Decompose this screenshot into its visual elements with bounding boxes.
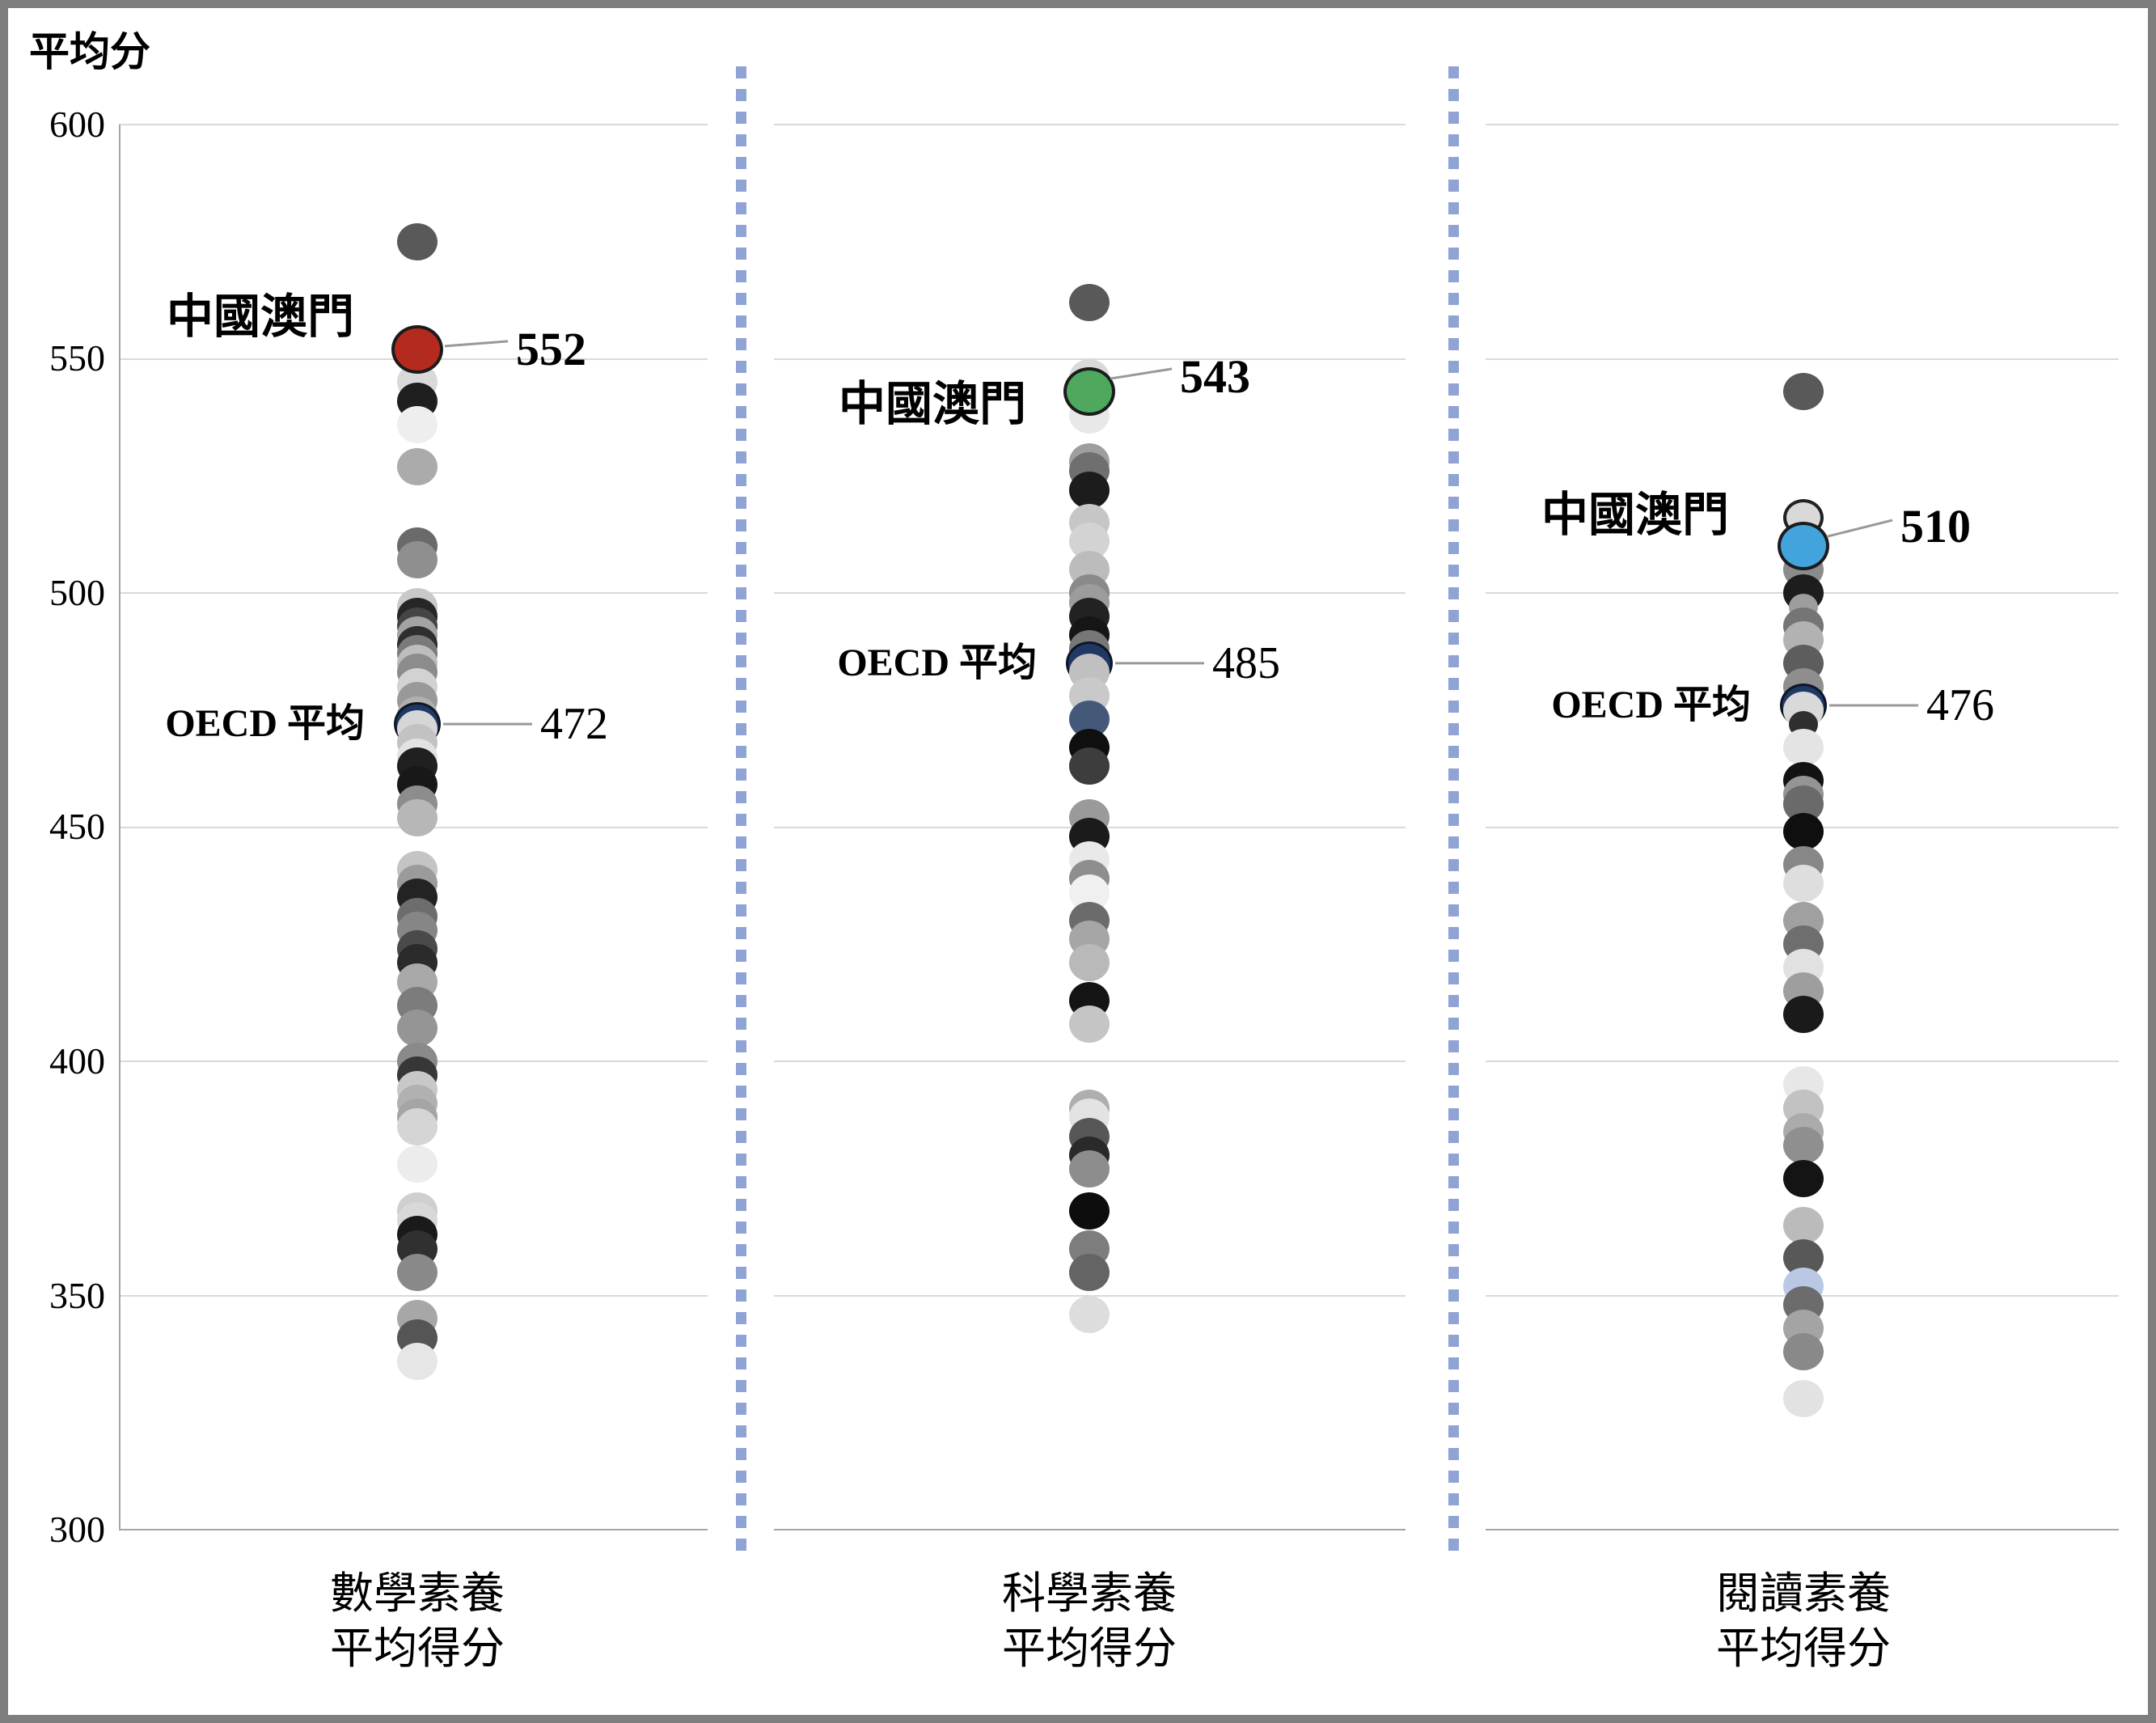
leader-line xyxy=(1827,519,1893,538)
category-science-line2: 平均得分 xyxy=(1002,1624,1177,1673)
oecd-value: 476 xyxy=(1926,679,1994,730)
macau-label: 中國澳門 xyxy=(838,378,1026,431)
macau-value: 510 xyxy=(1900,500,1971,553)
y-tick-400: 400 xyxy=(49,1040,105,1082)
country-dot xyxy=(1069,747,1110,785)
oecd-label: OECD 平均 xyxy=(837,641,1037,684)
country-dot xyxy=(397,798,438,836)
y-axis-title: 平均分 xyxy=(29,29,150,74)
country-dot xyxy=(1783,1127,1824,1165)
macau-value: 552 xyxy=(516,322,586,375)
oecd-value: 485 xyxy=(1212,637,1280,688)
category-math-line2: 平均得分 xyxy=(330,1624,505,1673)
category-math-line1: 數學素養 xyxy=(330,1569,505,1618)
y-axis-line xyxy=(119,125,120,1530)
country-dot xyxy=(1069,1150,1110,1188)
gridline-350 xyxy=(774,1294,1406,1297)
country-dot xyxy=(397,405,438,443)
country-dot xyxy=(1783,373,1824,411)
country-dot xyxy=(397,1342,438,1380)
gridline-300 xyxy=(774,1529,1406,1530)
macau-label: 中國澳門 xyxy=(1541,489,1729,542)
country-dot xyxy=(1783,996,1824,1034)
macau-dot xyxy=(1778,522,1829,571)
leader-line xyxy=(1110,367,1173,380)
macau-dot xyxy=(1063,367,1115,417)
category-science-line1: 科學素養 xyxy=(1002,1569,1177,1618)
country-dot xyxy=(1069,1253,1110,1291)
country-dot xyxy=(397,222,438,260)
gridline-400 xyxy=(774,1060,1406,1062)
country-dot xyxy=(397,1108,438,1146)
category-reading-line2: 平均得分 xyxy=(1716,1624,1891,1673)
panel-separator-2 xyxy=(1448,66,1459,1553)
gridline-300 xyxy=(1486,1529,2119,1530)
country-dot xyxy=(1069,1192,1110,1230)
gridline-550 xyxy=(1486,358,2119,360)
country-dot xyxy=(1783,864,1824,902)
gridline-300 xyxy=(119,1529,708,1530)
gridline-600 xyxy=(119,124,708,125)
y-tick-300: 300 xyxy=(49,1509,105,1550)
y-tick-600: 600 xyxy=(49,104,105,145)
y-tick-550: 550 xyxy=(49,337,105,379)
country-dot xyxy=(397,1010,438,1048)
country-dot xyxy=(1783,1332,1824,1370)
gridline-550 xyxy=(774,358,1406,360)
gridline-350 xyxy=(119,1294,708,1297)
country-dot xyxy=(1069,1005,1110,1043)
macau-dot xyxy=(391,324,443,374)
macau-value: 543 xyxy=(1180,350,1250,404)
gridline-400 xyxy=(1486,1060,2119,1062)
gridline-600 xyxy=(774,124,1406,125)
macau-label: 中國澳門 xyxy=(166,290,354,343)
category-reading-line1: 閱讀素養 xyxy=(1716,1569,1891,1618)
y-tick-500: 500 xyxy=(49,572,105,613)
country-dot xyxy=(1069,1295,1110,1333)
country-dot xyxy=(1783,1159,1824,1197)
country-dot xyxy=(1069,284,1110,322)
oecd-value: 472 xyxy=(540,699,608,750)
country-dot xyxy=(397,447,438,485)
country-dot xyxy=(1783,729,1824,767)
y-tick-350: 350 xyxy=(49,1275,105,1316)
country-dot xyxy=(1069,471,1110,509)
country-dot xyxy=(1069,944,1110,982)
panel-separator-1 xyxy=(736,66,746,1553)
leader-line xyxy=(444,340,509,348)
country-dot xyxy=(397,1253,438,1291)
y-tick-450: 450 xyxy=(49,806,105,847)
country-dot xyxy=(1783,813,1824,851)
country-dot xyxy=(1783,1206,1824,1244)
oecd-label: OECD 平均 xyxy=(165,702,365,746)
country-dot xyxy=(397,541,438,579)
oecd-label: OECD 平均 xyxy=(1551,683,1751,726)
gridline-600 xyxy=(1486,124,2119,125)
country-dot xyxy=(397,1145,438,1183)
country-dot xyxy=(1783,1379,1824,1417)
